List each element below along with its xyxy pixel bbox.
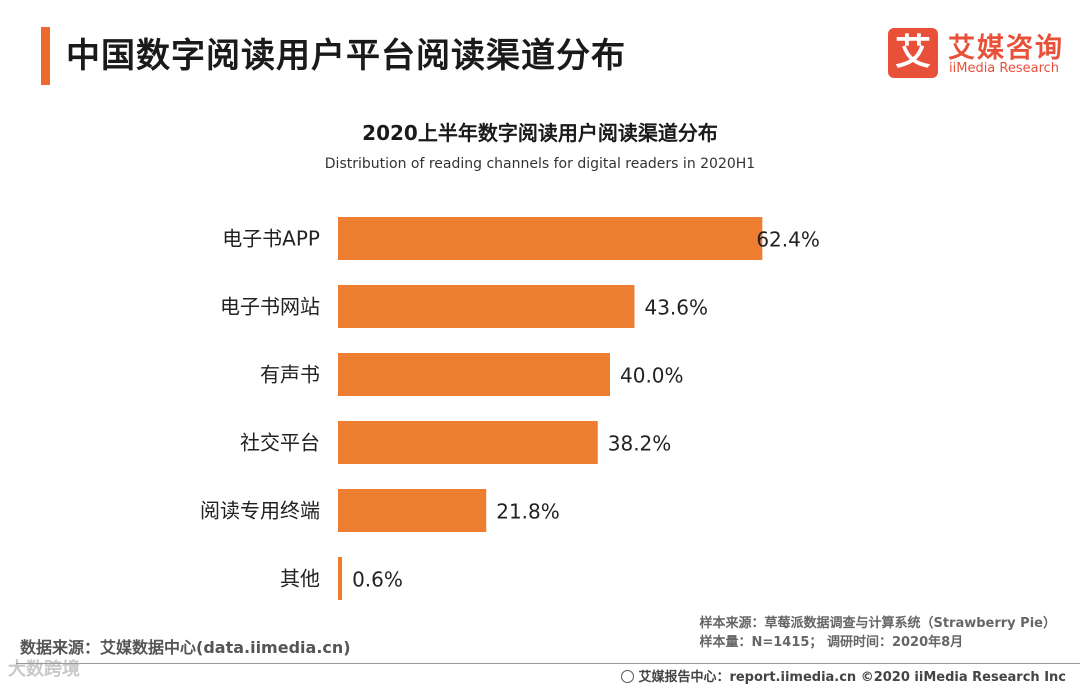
chart-subtitle: Distribution of reading channels for dig… bbox=[324, 156, 756, 172]
sample-info: 样本来源：草莓派数据调查与计算系统（Strawberry Pie） 样本量：N=… bbox=[699, 614, 1056, 652]
value-label: 40.0% bbox=[620, 364, 684, 388]
report-credit[interactable]: 艾媒报告中心：report.iimedia.cn ©2020 iiMedia R… bbox=[621, 666, 1066, 685]
bar-1 bbox=[338, 217, 763, 260]
bar-2 bbox=[338, 285, 635, 328]
logo-name-cn: 艾媒咨询 bbox=[948, 33, 1064, 64]
sample-source: 样本来源：草莓派数据调查与计算系统（Strawberry Pie） bbox=[699, 616, 1056, 631]
watermark: 大数跨境 bbox=[8, 659, 80, 680]
bar-6 bbox=[338, 557, 343, 600]
bar-4 bbox=[338, 421, 598, 464]
bar-3 bbox=[338, 353, 610, 396]
logo-name-en: iiMedia Research bbox=[949, 61, 1060, 76]
value-label: 0.6% bbox=[352, 568, 403, 592]
footer-divider bbox=[16, 663, 1080, 664]
value-label: 38.2% bbox=[608, 432, 672, 456]
value-label: 62.4% bbox=[756, 228, 820, 252]
category-label: 电子书APP bbox=[222, 227, 320, 251]
value-label: 43.6% bbox=[644, 296, 708, 320]
title-accent-bar bbox=[41, 27, 50, 85]
category-label: 阅读专用终端 bbox=[200, 499, 320, 523]
category-label: 有声书 bbox=[260, 363, 320, 387]
logo-mark: 艾 bbox=[888, 28, 938, 78]
category-label: 社交平台 bbox=[240, 431, 320, 455]
sample-size: 样本量：N=1415； 调研时间：2020年8月 bbox=[699, 635, 964, 650]
chart-title: 2020上半年数字阅读用户阅读渠道分布 bbox=[362, 121, 718, 145]
globe-icon bbox=[621, 670, 635, 683]
page-title: 中国数字阅读用户平台阅读渠道分布 bbox=[66, 36, 626, 76]
data-source: 数据来源：艾媒数据中心(data.iimedia.cn) bbox=[20, 638, 351, 657]
category-label: 其他 bbox=[280, 567, 320, 591]
report-credit-text: 艾媒报告中心：report.iimedia.cn ©2020 iiMedia R… bbox=[638, 670, 1066, 685]
bar-5 bbox=[338, 489, 487, 532]
bar-chart: 电子书APP 62.4% 电子书网站 43.6% 有声书 40.0% 社交平台 38.2% 阅读… bbox=[200, 217, 820, 600]
value-label: 21.8% bbox=[496, 500, 560, 524]
category-label: 电子书网站 bbox=[220, 295, 320, 319]
iimedia-logo[interactable]: 艾 艾媒咨询 iiMedia Research bbox=[888, 28, 1063, 82]
